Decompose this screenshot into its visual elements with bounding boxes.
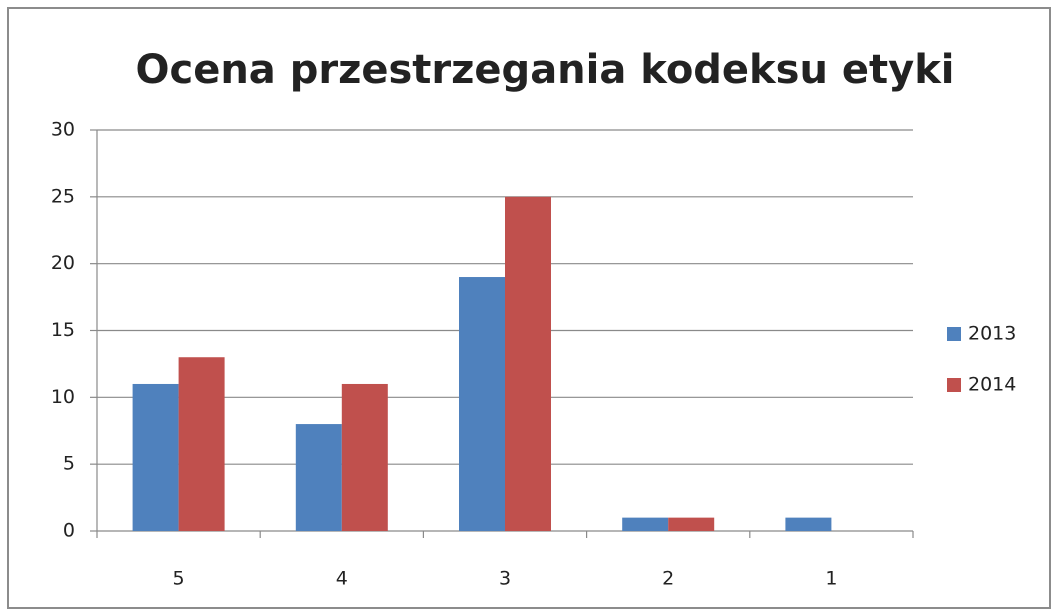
bar	[785, 517, 832, 531]
bar	[341, 383, 388, 531]
y-tick-label: 0	[63, 520, 75, 542]
chart-title: Ocena przestrzegania kodeksu etyki	[135, 47, 954, 93]
bar	[622, 517, 669, 531]
y-tick-label: 15	[51, 319, 75, 341]
bar	[295, 424, 342, 531]
legend-label: 2014	[968, 374, 1016, 396]
y-tick-label: 10	[51, 386, 75, 408]
x-tick-label: 5	[173, 568, 185, 590]
bar	[132, 383, 179, 531]
x-tick-label: 3	[499, 568, 511, 590]
legend-label: 2013	[968, 323, 1016, 345]
bar	[178, 357, 225, 531]
x-tick-label: 4	[336, 568, 348, 590]
legend-swatch	[947, 327, 961, 341]
y-tick-label: 20	[51, 252, 75, 274]
x-tick-label: 2	[662, 568, 674, 590]
bar	[459, 277, 505, 531]
x-tick-label: 1	[825, 568, 837, 590]
y-tick-label: 25	[51, 185, 75, 207]
bar	[505, 196, 551, 532]
legend-swatch	[947, 378, 961, 392]
y-tick-label: 30	[51, 119, 75, 141]
bar	[668, 517, 715, 531]
y-tick-label: 5	[63, 453, 75, 475]
